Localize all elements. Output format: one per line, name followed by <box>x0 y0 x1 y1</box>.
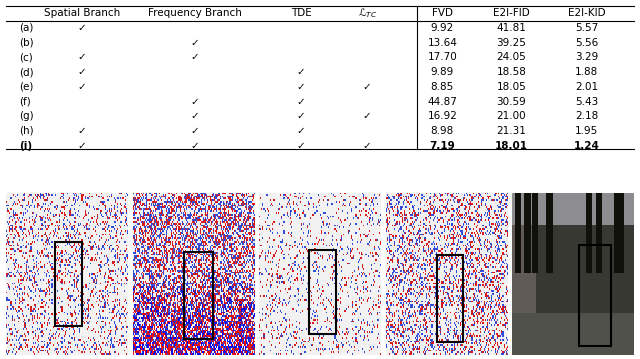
Text: 16.92: 16.92 <box>428 111 457 121</box>
Text: 5.43: 5.43 <box>575 97 598 107</box>
Text: 1.95: 1.95 <box>575 126 598 136</box>
Text: ✓: ✓ <box>363 141 371 151</box>
Text: ✓: ✓ <box>190 97 199 107</box>
Text: 18.01: 18.01 <box>495 141 528 151</box>
Text: (i): (i) <box>19 141 32 151</box>
Text: (h): (h) <box>19 126 33 136</box>
Text: 9.89: 9.89 <box>431 67 454 77</box>
Text: 24.05: 24.05 <box>497 52 526 62</box>
Text: 3.29: 3.29 <box>575 52 598 62</box>
Text: E2I-KID: E2I-KID <box>568 8 605 18</box>
Text: 18.58: 18.58 <box>497 67 526 77</box>
Text: 8.98: 8.98 <box>431 126 454 136</box>
Bar <box>184 252 213 339</box>
Text: 44.87: 44.87 <box>428 97 457 107</box>
Text: 41.81: 41.81 <box>497 23 526 33</box>
Text: 5.57: 5.57 <box>575 23 598 33</box>
Text: ℒ$_{TC}$: ℒ$_{TC}$ <box>358 6 376 20</box>
Text: 8.85: 8.85 <box>431 82 454 92</box>
Text: 17.70: 17.70 <box>428 52 457 62</box>
Text: Frequency Branch: Frequency Branch <box>148 8 241 18</box>
Text: 7.19: 7.19 <box>429 141 455 151</box>
Text: (e): (e) <box>19 82 33 92</box>
Text: 1.88: 1.88 <box>575 67 598 77</box>
Text: 39.25: 39.25 <box>497 38 526 48</box>
Text: 21.00: 21.00 <box>497 111 526 121</box>
Text: ✓: ✓ <box>190 52 199 62</box>
Text: ✓: ✓ <box>77 23 86 33</box>
Text: 13.64: 13.64 <box>428 38 457 48</box>
Text: ✓: ✓ <box>190 111 199 121</box>
Text: ✓: ✓ <box>77 141 86 151</box>
Text: ✓: ✓ <box>77 82 86 92</box>
Text: 18.05: 18.05 <box>497 82 526 92</box>
Text: ✓: ✓ <box>297 141 305 151</box>
Text: 2.18: 2.18 <box>575 111 598 121</box>
Text: 1.24: 1.24 <box>573 141 600 151</box>
Text: FVD: FVD <box>432 8 453 18</box>
Bar <box>579 245 611 346</box>
Text: E2I-FID: E2I-FID <box>493 8 530 18</box>
Text: ✓: ✓ <box>363 111 371 121</box>
Text: ✓: ✓ <box>297 67 305 77</box>
Text: 2.01: 2.01 <box>575 82 598 92</box>
Text: ✓: ✓ <box>297 126 305 136</box>
Text: ✓: ✓ <box>190 38 199 48</box>
Text: 30.59: 30.59 <box>497 97 526 107</box>
Text: ✓: ✓ <box>297 111 305 121</box>
Text: ✓: ✓ <box>77 126 86 136</box>
Bar <box>309 250 336 334</box>
Text: ✓: ✓ <box>77 52 86 62</box>
Text: ✓: ✓ <box>190 141 199 151</box>
Bar <box>436 255 463 342</box>
Text: (c): (c) <box>19 52 33 62</box>
Text: ✓: ✓ <box>297 97 305 107</box>
Text: ✓: ✓ <box>297 82 305 92</box>
Text: 9.92: 9.92 <box>431 23 454 33</box>
Text: (g): (g) <box>19 111 33 121</box>
Text: (a): (a) <box>19 23 33 33</box>
Text: (b): (b) <box>19 38 33 48</box>
Text: Spatial Branch: Spatial Branch <box>44 8 120 18</box>
Text: (f): (f) <box>19 97 31 107</box>
Text: ✓: ✓ <box>363 82 371 92</box>
Text: (d): (d) <box>19 67 33 77</box>
Text: 5.56: 5.56 <box>575 38 598 48</box>
Text: ✓: ✓ <box>77 67 86 77</box>
Bar <box>55 242 82 326</box>
Text: TDE: TDE <box>291 8 312 18</box>
Text: ✓: ✓ <box>190 126 199 136</box>
Text: 21.31: 21.31 <box>497 126 526 136</box>
